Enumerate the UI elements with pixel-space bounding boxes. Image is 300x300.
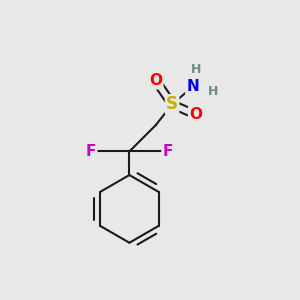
Text: H: H <box>190 62 201 76</box>
Text: O: O <box>149 73 162 88</box>
Text: H: H <box>208 85 218 98</box>
Text: O: O <box>189 107 202 122</box>
Text: F: F <box>163 144 173 159</box>
Text: N: N <box>186 79 199 94</box>
Text: F: F <box>86 144 96 159</box>
Text: S: S <box>166 95 178 113</box>
